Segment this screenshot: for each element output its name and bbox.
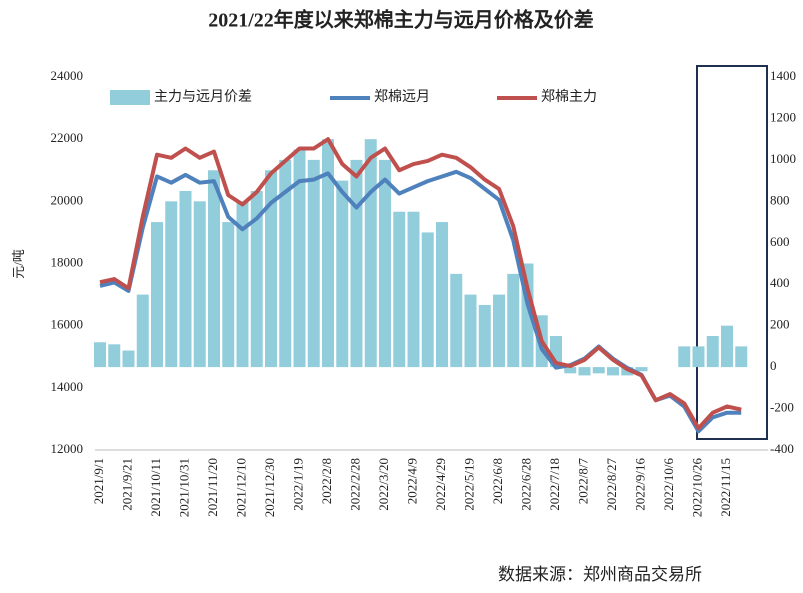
x-tick-label: 2021/9/1: [91, 458, 106, 504]
x-tick-label: 2022/6/8: [490, 458, 505, 504]
y2-tick-label: -400: [770, 441, 794, 456]
x-tick-label: 2022/5/19: [461, 458, 476, 511]
spread-bar: [94, 342, 106, 368]
spread-bar: [635, 367, 648, 372]
x-tick-label: 2021/10/31: [176, 458, 191, 517]
legend-label: 郑棉主力: [541, 88, 597, 105]
x-tick-label: 2021/9/21: [119, 458, 134, 511]
spread-bar: [122, 350, 135, 368]
spread-bar: [379, 159, 391, 368]
spread-bar: [307, 159, 320, 368]
y-tick-label: 24000: [51, 68, 84, 83]
spread-bar: [407, 211, 420, 368]
spread-bar: [478, 304, 491, 368]
y-axis-label: 元/吨: [11, 249, 26, 279]
spread-bar: [336, 180, 349, 368]
spread-bar: [592, 367, 605, 374]
x-tick-label: 2021/11/20: [205, 458, 220, 517]
spread-bar: [735, 346, 748, 368]
y2-tick-label: 600: [770, 234, 790, 249]
spread-bar: [692, 346, 705, 368]
chart-title: 2021/22年度以来郑棉主力与远月价格及价差: [208, 8, 594, 32]
spread-bar: [578, 367, 591, 376]
y-tick-label: 14000: [51, 379, 84, 394]
source-note: 数据来源：郑州商品交易所: [498, 565, 702, 584]
spread-bar: [393, 211, 406, 368]
x-tick-label: 2022/10/6: [661, 458, 676, 511]
x-tick-label: 2021/12/30: [262, 458, 277, 517]
spread-bar: [193, 201, 206, 368]
x-tick-label: 2022/1/19: [290, 458, 305, 511]
spread-bar: [721, 325, 733, 368]
spread-bar: [265, 170, 277, 368]
x-tick-label: 2022/11/15: [718, 458, 733, 517]
x-tick-label: 2022/8/27: [604, 458, 619, 511]
x-tick-label: 2022/3/20: [376, 458, 391, 511]
spread-bar: [464, 294, 477, 368]
legend-label: 主力与远月价差: [154, 89, 252, 105]
x-tick-label: 2022/6/28: [518, 458, 533, 511]
spread-bar: [364, 139, 377, 368]
spread-bar: [706, 336, 719, 368]
x-tick-label: 2022/2/28: [347, 458, 362, 511]
y2-tick-label: 1200: [770, 109, 796, 124]
y-tick-label: 16000: [51, 317, 84, 332]
spread-bar: [179, 190, 192, 368]
y2-tick-label: 0: [770, 358, 777, 373]
y2-tick-label: 1400: [770, 68, 796, 83]
spread-bar: [350, 159, 363, 368]
price-line: [99, 137, 742, 431]
y-tick-label: 12000: [51, 441, 84, 456]
y2-tick-label: 200: [770, 317, 790, 332]
x-tick-label: 2022/8/7: [575, 458, 590, 505]
spread-bar: [279, 159, 292, 368]
spread-bar: [507, 273, 520, 368]
spread-bar: [222, 222, 235, 368]
y2-tick-label: 1000: [770, 151, 796, 166]
spread-bar: [421, 232, 434, 368]
spread-bar: [236, 201, 249, 368]
spread-bar: [108, 344, 121, 368]
y2-tick-label: 400: [770, 275, 790, 290]
spread-bar: [436, 222, 448, 368]
x-tick-label: 2022/10/26: [689, 458, 704, 518]
x-tick-label: 2022/9/16: [632, 458, 647, 511]
y2-tick-label: 800: [770, 192, 790, 207]
y-tick-label: 20000: [51, 192, 84, 207]
spread-bar: [293, 149, 306, 368]
spread-bar: [136, 294, 149, 368]
spread-bar: [322, 139, 334, 368]
spread-bar: [208, 170, 220, 368]
x-tick-label: 2021/10/11: [148, 458, 163, 517]
y-tick-label: 22000: [51, 130, 84, 145]
spread-bar: [151, 222, 163, 368]
x-tick-label: 2022/7/18: [547, 458, 562, 511]
spread-bar: [678, 346, 691, 368]
spread-bar: [564, 367, 577, 374]
y-tick-label: 18000: [51, 254, 84, 269]
spread-bar: [607, 367, 619, 376]
x-tick-label: 2022/4/9: [404, 458, 419, 504]
legend-swatch: [110, 90, 150, 105]
x-tick-label: 2022/4/29: [433, 458, 448, 511]
spread-bar: [450, 273, 463, 368]
highlight-box: [696, 65, 768, 440]
x-tick-label: 2022/2/8: [319, 458, 334, 504]
spread-bar: [165, 201, 178, 368]
x-tick-label: 2021/12/10: [233, 458, 248, 517]
spread-bar: [493, 294, 505, 368]
spread-bar: [250, 190, 263, 368]
legend-label: 郑棉远月: [374, 88, 430, 105]
y2-tick-label: -200: [770, 400, 794, 415]
